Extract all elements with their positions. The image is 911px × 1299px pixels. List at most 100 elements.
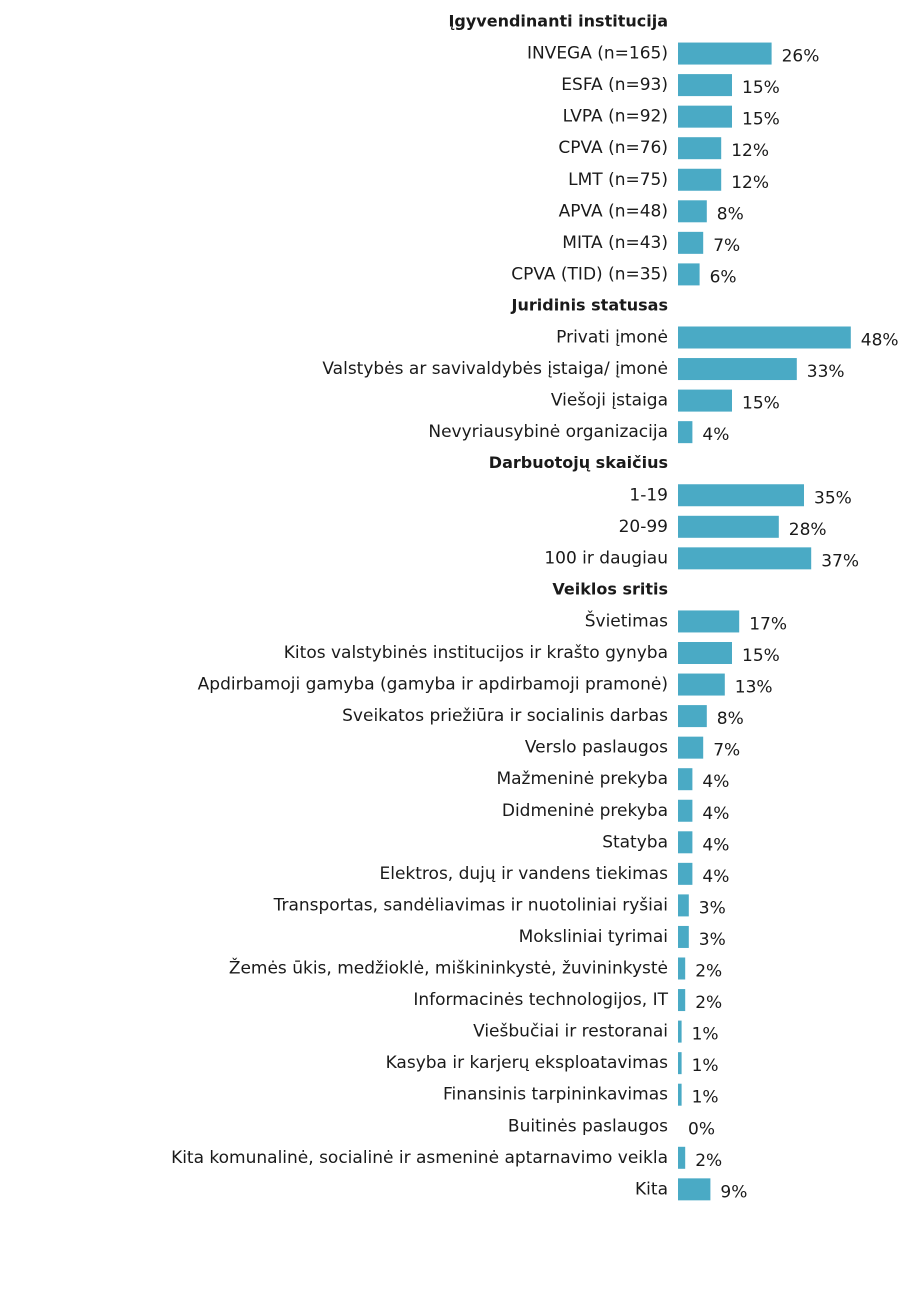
value-label: 1% — [692, 1025, 719, 1045]
category-label: Kitos valstybinės institucijos ir krašto… — [284, 643, 668, 663]
category-label: Švietimas — [585, 609, 668, 631]
category-label: Moksliniai tyrimai — [519, 927, 668, 947]
value-label: 1% — [692, 1056, 719, 1076]
value-label: 37% — [821, 551, 859, 571]
bar — [678, 326, 851, 349]
category-label: 1-19 — [629, 485, 668, 505]
value-label: 3% — [699, 898, 726, 918]
value-label: 8% — [717, 709, 744, 729]
value-label: 4% — [702, 835, 729, 855]
bar — [678, 358, 797, 381]
value-label: 2% — [695, 962, 722, 982]
value-label: 4% — [702, 425, 729, 445]
value-label: 15% — [742, 394, 780, 414]
value-label: 4% — [702, 804, 729, 824]
category-label: Valstybės ar savivaldybės įstaiga/ įmonė — [322, 359, 668, 379]
category-label: Transportas, sandėliavimas ir nuotolinia… — [273, 895, 668, 915]
value-label: 7% — [713, 236, 740, 256]
value-label: 2% — [695, 993, 722, 1013]
value-label: 12% — [731, 173, 769, 193]
bar — [678, 74, 732, 97]
category-label: ESFA (n=93) — [561, 75, 668, 95]
value-label: 26% — [782, 47, 820, 67]
group-header: Veiklos sritis — [552, 579, 668, 598]
bar — [678, 263, 700, 286]
bar — [678, 389, 732, 412]
value-label: 4% — [702, 867, 729, 887]
category-label: Kita komunalinė, socialinė ir asmeninė a… — [171, 1148, 668, 1168]
category-label: LMT (n=75) — [568, 170, 668, 190]
bar — [678, 1083, 682, 1106]
bar — [678, 484, 804, 507]
category-label: Viešoji įstaiga — [551, 391, 668, 411]
category-label: APVA (n=48) — [559, 201, 668, 221]
category-label: Žemės ūkis, medžioklė, miškininkystė, žu… — [229, 957, 668, 979]
value-label: 15% — [742, 646, 780, 666]
bar — [678, 957, 686, 980]
value-label: 15% — [742, 110, 780, 130]
value-label: 9% — [720, 1182, 747, 1202]
value-label: 17% — [749, 614, 787, 634]
bar — [678, 105, 732, 128]
value-label: 1% — [692, 1088, 719, 1108]
bar — [678, 894, 689, 917]
value-label: 33% — [807, 362, 845, 382]
category-label: Finansinis tarpininkavimas — [443, 1085, 668, 1105]
bar — [678, 862, 693, 885]
category-label: Verslo paslaugos — [525, 738, 668, 758]
value-label: 6% — [710, 267, 737, 287]
category-label: CPVA (TID) (n=35) — [511, 264, 668, 284]
value-label: 2% — [695, 1151, 722, 1171]
category-label: Buitinės paslaugos — [508, 1116, 668, 1136]
value-label: 13% — [735, 678, 773, 698]
bar — [678, 1178, 711, 1201]
category-label: MITA (n=43) — [562, 233, 668, 253]
category-label: Apdirbamoji gamyba (gamyba ir apdirbamoj… — [198, 675, 668, 695]
category-label: INVEGA (n=165) — [527, 44, 668, 64]
bar — [678, 831, 693, 854]
bar — [678, 925, 689, 948]
category-label: Informacinės technologijos, IT — [413, 990, 668, 1010]
group-header: Darbuotojų skaičius — [489, 453, 668, 472]
bar — [678, 799, 693, 822]
value-label: 4% — [702, 772, 729, 792]
value-label: 7% — [713, 741, 740, 761]
bar — [678, 1020, 682, 1043]
category-label: Mažmeninė prekyba — [496, 769, 668, 789]
category-label: LVPA (n=92) — [563, 107, 668, 127]
value-label: 28% — [789, 520, 827, 540]
category-label: Didmeninė prekyba — [502, 801, 668, 821]
category-label: Sveikatos priežiūra ir socialinis darbas — [342, 706, 668, 726]
bar — [678, 768, 693, 791]
bar — [678, 673, 725, 696]
bar — [678, 642, 732, 664]
bar — [678, 989, 686, 1012]
value-label: 15% — [742, 78, 780, 98]
bar — [678, 1146, 686, 1169]
value-label: 12% — [731, 141, 769, 161]
bar — [678, 515, 779, 538]
value-label: 35% — [814, 488, 852, 508]
category-label: 20-99 — [619, 517, 668, 537]
bar — [678, 231, 704, 254]
category-label: Viešbučiai ir restoranai — [473, 1022, 668, 1042]
group-header: Juridinis statusas — [511, 295, 668, 314]
value-label: 3% — [699, 930, 726, 950]
category-label: Nevyriausybinė organizacija — [428, 422, 668, 442]
bar — [678, 736, 704, 759]
value-label: 48% — [861, 331, 899, 351]
bar — [678, 421, 693, 444]
value-label: 8% — [717, 204, 744, 224]
bar — [678, 137, 722, 160]
group-header: Įgyvendinanti institucija — [448, 12, 668, 31]
bar — [678, 42, 772, 65]
bar — [678, 200, 707, 223]
value-label: 0% — [688, 1119, 715, 1139]
category-label: Kasyba ir karjerų eksploatavimas — [386, 1053, 669, 1073]
category-label: 100 ir daugiau — [544, 548, 668, 568]
category-label: CPVA (n=76) — [558, 138, 668, 158]
category-label: Kita — [635, 1179, 668, 1199]
bar — [678, 168, 722, 191]
